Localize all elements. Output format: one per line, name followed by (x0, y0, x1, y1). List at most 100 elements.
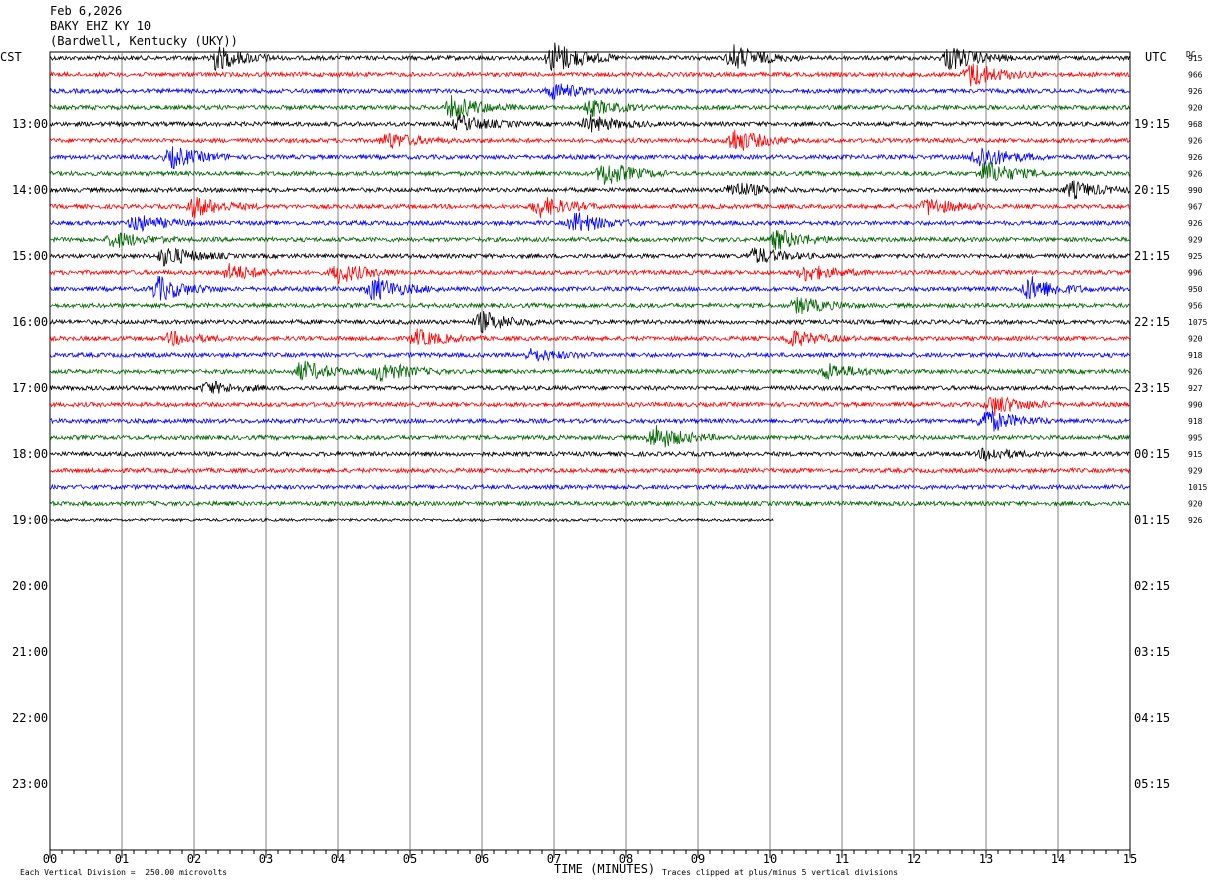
right-hour-label: 20:15 (1134, 183, 1170, 197)
right-hour-label: 01:15 (1134, 513, 1170, 527)
x-tick-label: 15 (1123, 852, 1137, 866)
trace-line (49, 229, 1131, 251)
dc-offset-label: 956 (1188, 302, 1203, 311)
left-hour-label: 15:00 (12, 249, 48, 263)
trace-line (49, 42, 1131, 72)
right-hour-label: 05:15 (1134, 777, 1170, 791)
dc-header-label: DC (1186, 50, 1196, 59)
x-tick-label: 02 (187, 852, 201, 866)
left-hour-label: 18:00 (12, 447, 48, 461)
dc-offset-label: 926 (1188, 153, 1203, 162)
dc-offset-label: 915 (1188, 54, 1203, 63)
right-hour-label: 22:15 (1134, 315, 1170, 329)
trace-line (49, 129, 1131, 151)
left-hour-label: 19:00 (12, 513, 48, 527)
dc-offset-label: 920 (1188, 500, 1203, 509)
trace-line (49, 63, 1131, 87)
right-hour-label: 19:15 (1134, 117, 1170, 131)
trace-line (49, 328, 1131, 347)
trace-line (49, 297, 1131, 315)
dc-offset-label: 926 (1188, 516, 1203, 525)
left-hour-label: 17:00 (12, 381, 48, 395)
trace-line (49, 425, 1131, 448)
trace-line (49, 410, 1131, 432)
dc-offset-label: 920 (1188, 335, 1203, 344)
trace-line (49, 276, 1131, 301)
x-tick-label: 13 (979, 852, 993, 866)
clip-note: Traces clipped at plus/minus 5 vertical … (662, 868, 899, 877)
right-hour-label: 02:15 (1134, 579, 1170, 593)
trace-line (49, 114, 1131, 133)
scale-note: Each Vertical Division = 250.00 microvol… (20, 868, 228, 877)
dc-offset-label: 967 (1188, 203, 1203, 212)
left-timezone-label: CST (0, 50, 22, 64)
right-timezone-label: UTC (1145, 50, 1167, 64)
dc-offset-label: 990 (1188, 186, 1203, 195)
header-station: BAKY EHZ KY 10 (50, 19, 152, 33)
left-hour-label: 21:00 (12, 645, 48, 659)
dc-offset-label: 926 (1188, 137, 1203, 146)
trace-line (49, 180, 1131, 200)
dc-offset-label: 925 (1188, 252, 1203, 261)
trace-line (49, 311, 1131, 334)
right-hour-label: 03:15 (1134, 645, 1170, 659)
trace-line (49, 146, 1131, 170)
x-tick-label: 04 (331, 852, 345, 866)
header-date: Feb 6,2026 (50, 4, 123, 18)
x-tick-label: 14 (1051, 852, 1065, 866)
trace-line (50, 247, 1131, 267)
x-tick-label: 08 (619, 852, 633, 866)
dc-offset-label: 920 (1188, 104, 1203, 113)
trace-line (49, 499, 1130, 508)
x-tick-label: 09 (691, 852, 705, 866)
dc-offset-label: 950 (1188, 285, 1203, 294)
x-tick-label: 12 (907, 852, 921, 866)
trace-layer (49, 42, 1131, 523)
trace-line (49, 263, 1131, 284)
dc-offset-label: 927 (1188, 384, 1203, 393)
dc-offset-label: 929 (1188, 467, 1203, 476)
trace-line (49, 196, 1131, 219)
trace-line (49, 380, 1131, 394)
x-tick-label: 07 (547, 852, 561, 866)
trace-line (49, 466, 1131, 475)
left-hour-label: 20:00 (12, 579, 48, 593)
trace-line (49, 83, 1131, 102)
x-tick-label: 03 (259, 852, 273, 866)
trace-line (49, 483, 1131, 491)
header-location: (Bardwell, Kentucky (UKY)) (50, 34, 238, 48)
left-hour-label: 23:00 (12, 777, 48, 791)
left-hour-label: 22:00 (12, 711, 48, 725)
dc-offset-label: 996 (1188, 269, 1203, 278)
plot-frame (49, 51, 1131, 851)
x-axis-title: TIME (MINUTES) (554, 862, 656, 876)
dc-offset-label: 915 (1188, 450, 1203, 459)
dc-offset-label: 1015 (1188, 483, 1207, 492)
x-tick-label: 06 (475, 852, 489, 866)
right-hour-label: 04:15 (1134, 711, 1170, 725)
dc-offset-label: 995 (1188, 434, 1203, 443)
right-hour-label: 21:15 (1134, 249, 1170, 263)
dc-offset-label: 918 (1188, 351, 1203, 360)
x-tick-label: 10 (763, 852, 777, 866)
dc-offset-label: 966 (1188, 71, 1203, 80)
trace-line (49, 212, 1131, 233)
dc-offset-label: 1075 (1188, 318, 1207, 327)
dc-offset-label: 990 (1188, 401, 1203, 410)
trace-line (49, 162, 1131, 185)
x-tick-label: 11 (835, 852, 849, 866)
right-hour-label: 23:15 (1134, 381, 1170, 395)
grid-layer (49, 51, 1131, 858)
trace-line (49, 360, 1131, 383)
trace-line (49, 447, 1131, 462)
dc-offset-label: 926 (1188, 87, 1203, 96)
x-tick-label: 05 (403, 852, 417, 866)
trace-line (49, 347, 1131, 362)
dc-offset-label: 918 (1188, 417, 1203, 426)
right-hour-label: 00:15 (1134, 447, 1170, 461)
x-tick-label: 00 (43, 852, 57, 866)
dc-offset-label: 926 (1188, 170, 1203, 179)
trace-line (49, 517, 774, 523)
left-hour-label: 14:00 (12, 183, 48, 197)
dc-offset-label: 929 (1188, 236, 1203, 245)
